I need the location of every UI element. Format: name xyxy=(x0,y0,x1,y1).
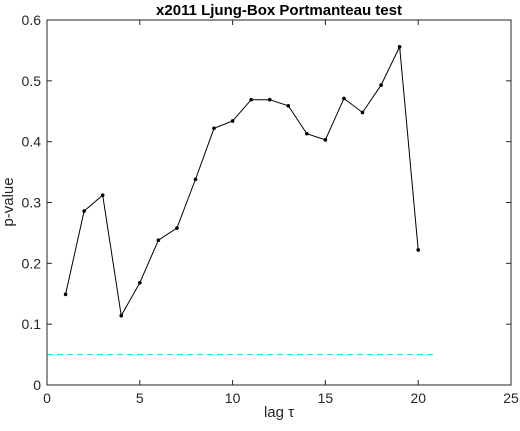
series-layer xyxy=(63,44,421,318)
chart-title: x2011 Ljung-Box Portmanteau test xyxy=(156,2,402,19)
data-point xyxy=(342,96,346,101)
y-tick-label: 0.5 xyxy=(22,73,42,89)
data-point xyxy=(416,248,421,252)
data-point xyxy=(82,209,86,213)
x-tick-label: 20 xyxy=(410,390,426,406)
data-point xyxy=(119,313,124,318)
data-point xyxy=(286,103,291,108)
axes-layer: 0 5 10 15 20 25 0 0.1 0.2 0.3 0.4 0.5 0.6 xyxy=(22,12,519,406)
y-tick-label: 0.3 xyxy=(22,195,42,211)
y-tick-label: 0 xyxy=(33,377,41,393)
data-point xyxy=(175,226,179,230)
data-point xyxy=(249,97,253,102)
y-tick-label: 0.2 xyxy=(22,255,42,271)
data-point xyxy=(379,83,383,87)
data-point xyxy=(230,119,235,123)
data-point xyxy=(138,281,142,285)
data-point xyxy=(397,44,402,49)
data-point xyxy=(193,177,198,182)
x-tick-label: 15 xyxy=(318,390,334,406)
data-point xyxy=(156,238,161,243)
y-tick-label: 0.1 xyxy=(22,316,42,332)
x-tick-label: 10 xyxy=(225,390,241,406)
data-point xyxy=(360,110,365,115)
y-tick-label: 0.6 xyxy=(22,12,42,28)
data-point xyxy=(305,131,309,136)
data-point xyxy=(267,97,272,102)
y-tick-label: 0.4 xyxy=(22,134,42,150)
x-axis-label: lag τ xyxy=(264,404,294,421)
x-tick-label: 25 xyxy=(503,390,519,406)
data-point xyxy=(323,138,328,142)
series-line xyxy=(65,44,419,318)
plot-area xyxy=(47,20,511,385)
data-point xyxy=(100,193,105,197)
data-point xyxy=(63,292,68,297)
x-tick-label: 0 xyxy=(43,390,51,406)
y-axis-label: p-value xyxy=(0,177,17,226)
x-tick-label: 5 xyxy=(136,390,144,406)
data-point xyxy=(212,126,216,131)
